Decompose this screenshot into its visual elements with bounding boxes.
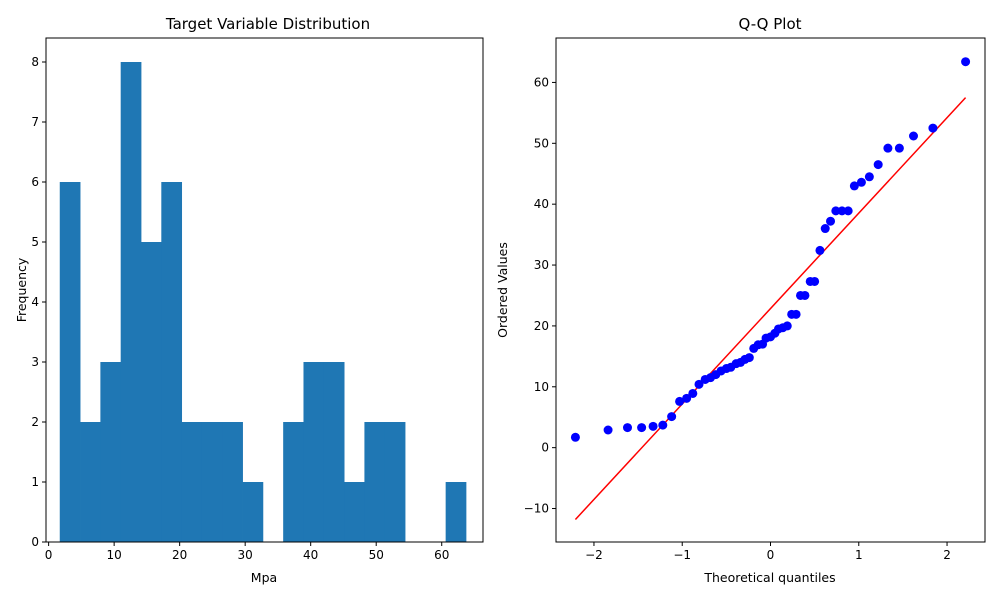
qq-point-45 xyxy=(873,160,883,170)
qq-point-49 xyxy=(928,123,938,133)
histogram-x-tick-label: 60 xyxy=(434,548,449,562)
qq-point-20 xyxy=(744,353,754,363)
qq-x-tick-label: 1 xyxy=(855,548,863,562)
qq-point-44 xyxy=(864,172,874,182)
qq-point-1 xyxy=(603,425,613,435)
histogram-bar-9 xyxy=(242,482,264,542)
qq-y-ticks: −10 0 10 20 30 40 50 60 xyxy=(524,75,556,516)
histogram-bar-0 xyxy=(59,182,81,542)
qq-point-31 xyxy=(791,309,801,319)
histogram-title: Target Variable Distribution xyxy=(165,15,370,33)
qq-point-35 xyxy=(810,276,820,286)
histogram-y-tick-label: 7 xyxy=(31,115,39,129)
qq-point-40 xyxy=(837,206,847,216)
qq-point-3 xyxy=(637,423,647,433)
histogram-bar-8 xyxy=(222,422,243,542)
histogram-x-tick-label: 20 xyxy=(172,548,187,562)
qq-point-41 xyxy=(843,206,853,216)
qq-point-33 xyxy=(800,290,810,300)
qq-point-37 xyxy=(820,224,830,234)
histogram-bar-16 xyxy=(384,422,406,542)
qq-point-2 xyxy=(623,423,632,433)
qq-point-39 xyxy=(831,206,841,216)
histogram-x-label: Mpa xyxy=(251,570,277,585)
histogram-bars xyxy=(59,62,467,542)
histogram-x-tick-label: 50 xyxy=(369,548,384,562)
histogram-bar-7 xyxy=(201,422,223,542)
histogram-bar-2 xyxy=(100,362,122,542)
qq-point-8 xyxy=(682,393,692,403)
qq-point-10 xyxy=(694,379,704,389)
histogram-x-tick-label: 30 xyxy=(238,548,253,562)
qq-y-tick-label: −10 xyxy=(524,502,549,516)
qq-y-tick-label: 40 xyxy=(534,197,549,211)
histogram-y-tick-label: 8 xyxy=(31,55,39,69)
qq-point-5 xyxy=(658,420,668,430)
histogram-y-tick-label: 3 xyxy=(31,355,39,369)
histogram-x-tick-label: 10 xyxy=(106,548,121,562)
qq-y-tick-label: 0 xyxy=(541,441,549,455)
histogram-y-tick-label: 0 xyxy=(31,535,39,549)
qq-axes-frame xyxy=(555,37,986,543)
histogram-bar-4 xyxy=(141,242,162,542)
qq-point-47 xyxy=(894,143,904,153)
qq-points xyxy=(570,57,971,442)
qq-point-7 xyxy=(675,396,685,406)
qq-x-tick-label: 2 xyxy=(943,548,951,562)
histogram-bar-13 xyxy=(323,362,345,542)
qq-point-4 xyxy=(648,421,658,431)
qq-point-50 xyxy=(961,57,971,67)
histogram-bar-5 xyxy=(161,182,183,542)
histogram-bar-14 xyxy=(344,482,365,542)
qq-y-tick-label: 20 xyxy=(534,319,549,333)
qq-point-48 xyxy=(909,131,918,141)
histogram-y-tick-label: 1 xyxy=(31,475,39,489)
histogram-y-tick-label: 5 xyxy=(31,235,39,249)
histogram-bar-3 xyxy=(120,62,142,542)
qq-x-tick-label: 0 xyxy=(767,548,775,562)
qq-point-43 xyxy=(856,177,866,187)
histogram-y-tick-label: 2 xyxy=(31,415,39,429)
qq-plot-title: Q-Q Plot xyxy=(738,15,801,33)
histogram-y-label: Frequency xyxy=(14,257,29,322)
histogram-bar-15 xyxy=(364,422,386,542)
qq-y-tick-label: 30 xyxy=(534,258,549,272)
histogram-y-tick-label: 4 xyxy=(31,295,39,309)
histogram-y-tick-label: 6 xyxy=(31,175,39,189)
histogram-x-tick-label: 40 xyxy=(303,548,318,562)
qq-x-tick-label: −1 xyxy=(673,548,691,562)
qq-point-42 xyxy=(849,181,859,191)
qq-point-36 xyxy=(815,245,825,255)
qq-y-label: Ordered Values xyxy=(495,242,510,338)
qq-x-ticks: −2 −1 0 1 2 xyxy=(585,542,951,562)
qq-point-6 xyxy=(667,412,677,422)
qq-y-tick-label: 50 xyxy=(534,136,549,150)
qq-x-tick-label: −2 xyxy=(585,548,603,562)
histogram-x-tick-label: 0 xyxy=(45,548,53,562)
histogram-bar-1 xyxy=(80,422,101,542)
qq-fit-line xyxy=(574,97,967,520)
qq-point-29 xyxy=(782,321,792,331)
qq-y-tick-label: 60 xyxy=(534,75,549,89)
qq-point-0 xyxy=(570,432,580,442)
qq-point-9 xyxy=(688,388,698,398)
histogram-x-ticks: 0 10 20 30 40 50 60 xyxy=(45,542,449,562)
histogram-axes-frame xyxy=(45,37,484,543)
histogram-bar-19 xyxy=(445,482,467,542)
histogram-bar-12 xyxy=(303,362,325,542)
qq-point-38 xyxy=(826,216,836,226)
qq-fit-line-group xyxy=(574,97,967,520)
qq-point-46 xyxy=(883,143,893,153)
histogram-bar-6 xyxy=(181,422,203,542)
histogram-y-ticks: 0 1 2 3 4 5 6 7 8 xyxy=(31,55,46,549)
qq-y-tick-label: 10 xyxy=(534,380,549,394)
qq-x-label: Theoretical quantiles xyxy=(703,570,835,585)
histogram-bar-11 xyxy=(283,422,304,542)
histogram-panel: Target Variable Distribution 0 10 20 30 40 50… xyxy=(14,15,484,585)
